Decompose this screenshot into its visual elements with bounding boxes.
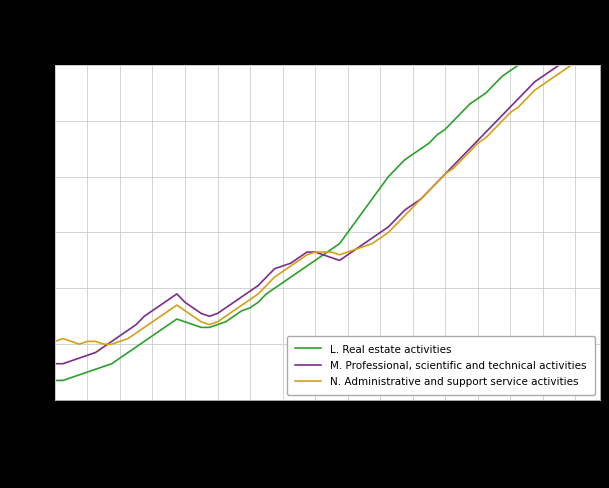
N. Administrative and support service activities <box>596 41 604 46</box>
N. Administrative and support service activities <box>189 314 197 320</box>
Line: N. Administrative and support service activities: N. Administrative and support service ac… <box>55 43 600 345</box>
L. Real estate activities <box>596 27 604 33</box>
N. Administrative and support service activities <box>376 236 384 242</box>
N. Administrative and support service activities <box>51 339 58 345</box>
M. Professional, scientific and technical activities <box>580 43 587 49</box>
L. Real estate activities <box>539 49 546 55</box>
M. Professional, scientific and technical activities <box>173 291 180 297</box>
M. Professional, scientific and technical activities <box>51 361 58 367</box>
M. Professional, scientific and technical activities <box>361 241 368 247</box>
N. Administrative and support service activities <box>181 308 189 314</box>
L. Real estate activities <box>173 316 180 322</box>
M. Professional, scientific and technical activities <box>368 236 376 242</box>
Line: L. Real estate activities: L. Real estate activities <box>55 30 600 381</box>
M. Professional, scientific and technical activities <box>596 32 604 38</box>
M. Professional, scientific and technical activities <box>539 74 546 80</box>
L. Real estate activities <box>181 319 189 325</box>
L. Real estate activities <box>361 208 368 214</box>
L. Real estate activities <box>368 197 376 203</box>
N. Administrative and support service activities <box>547 77 555 83</box>
N. Administrative and support service activities <box>287 264 294 269</box>
M. Professional, scientific and technical activities <box>181 300 189 305</box>
L. Real estate activities <box>580 35 587 41</box>
Legend: L. Real estate activities, M. Professional, scientific and technical activities,: L. Real estate activities, M. Profession… <box>287 336 594 395</box>
L. Real estate activities <box>51 378 58 384</box>
N. Administrative and support service activities <box>76 342 83 347</box>
Line: M. Professional, scientific and technical activities: M. Professional, scientific and technica… <box>55 35 600 364</box>
N. Administrative and support service activities <box>368 241 376 247</box>
